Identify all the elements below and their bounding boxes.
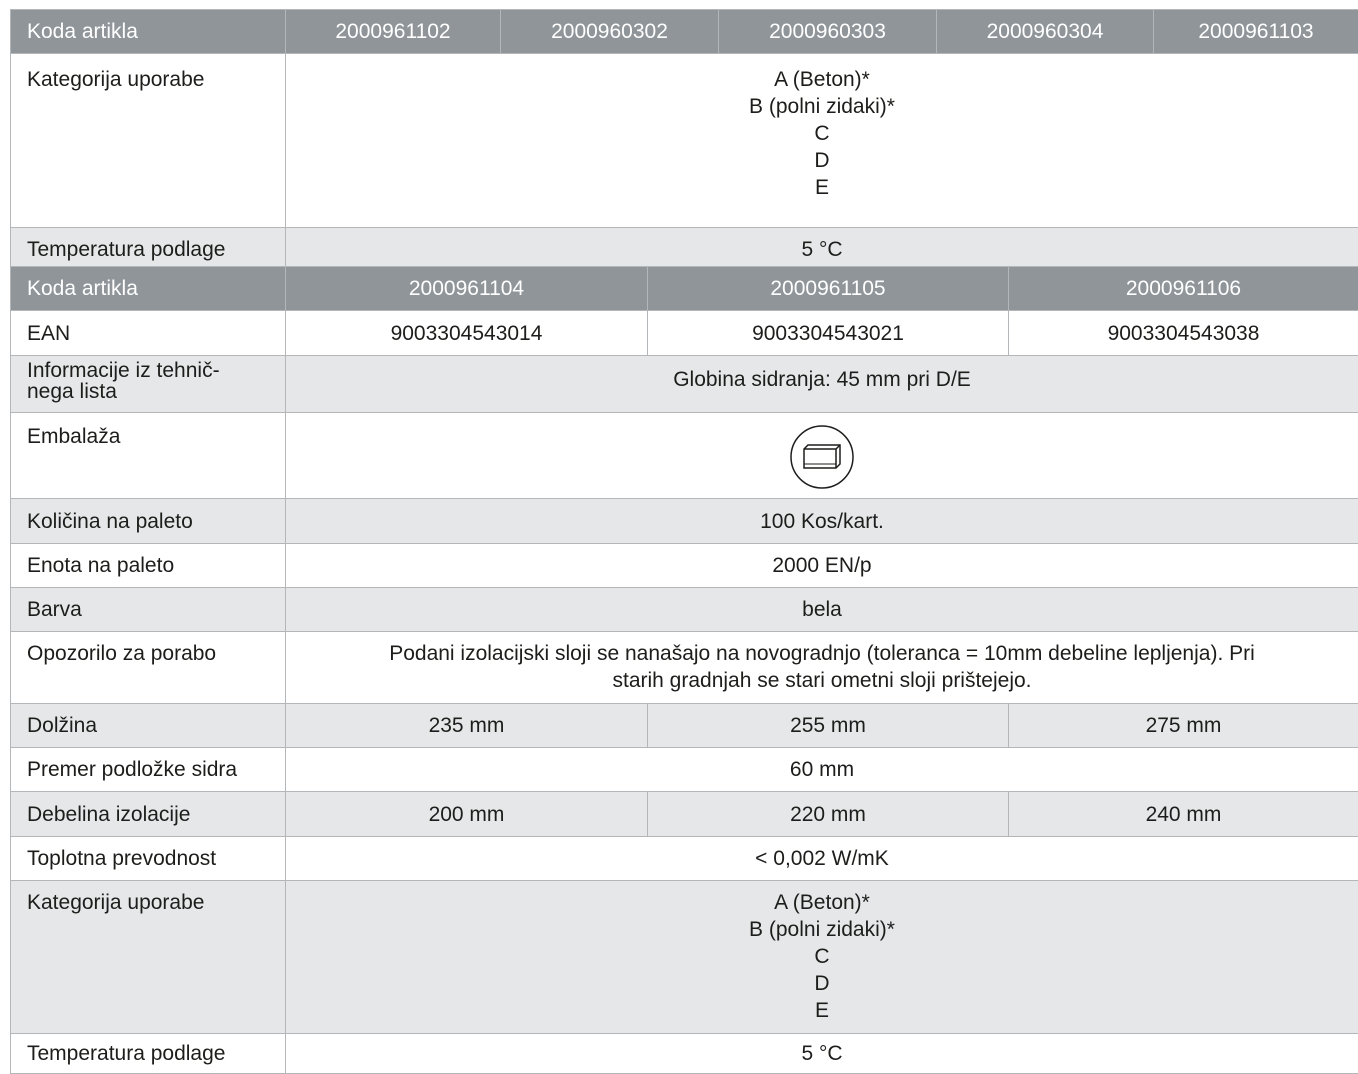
- row-label: Informacije iz tehnič- nega lista: [10, 355, 286, 413]
- usage-category-list: A (Beton)* B (polni zidaki)* C D E: [285, 880, 1358, 1034]
- category-line: C: [814, 945, 830, 968]
- category-line: A (Beton)*: [774, 891, 870, 914]
- table-header-row: Koda artikla 2000961104 2000961105 20009…: [10, 266, 1358, 311]
- article-code: 2000961106: [1008, 266, 1358, 311]
- article-code: 2000960302: [500, 9, 719, 54]
- category-line: C: [814, 122, 830, 145]
- category-line: B (polni zidaki)*: [749, 918, 895, 941]
- row-value: bela: [285, 587, 1358, 632]
- row-label: Debelina izolacije: [10, 791, 286, 837]
- ean-value: 9003304543021: [647, 310, 1009, 356]
- table-row-barva: Barva bela: [10, 587, 1358, 632]
- article-code: 2000960303: [718, 9, 937, 54]
- table-row-info: Informacije iz tehnič- nega lista Globin…: [10, 355, 1358, 413]
- table-row-opozorilo: Opozorilo za porabo Podani izolacijski s…: [10, 631, 1358, 704]
- row-label: EAN: [10, 310, 286, 356]
- length-value: 235 mm: [285, 703, 648, 748]
- table-row-temperatura: Temperatura podlage 5 °C: [10, 227, 1358, 272]
- row-label: Količina na paleto: [10, 498, 286, 544]
- category-line: D: [814, 972, 830, 995]
- usage-note: Podani izolacijski sloji se nanašajo na …: [285, 631, 1358, 704]
- carton-box-icon: [789, 424, 855, 497]
- row-label: Embalaža: [10, 412, 286, 499]
- table-row-temperatura: Temperatura podlage 5 °C: [10, 1033, 1358, 1074]
- row-value: 5 °C: [285, 1033, 1358, 1074]
- table-row-embalaza: Embalaža: [10, 412, 1358, 499]
- table-row-dolzina: Dolžina 235 mm 255 mm 275 mm: [10, 703, 1358, 748]
- table-row-enota: Enota na paleto 2000 EN/p: [10, 543, 1358, 588]
- row-label: Toplotna prevodnost: [10, 836, 286, 881]
- article-code: 2000960304: [936, 9, 1154, 54]
- category-line: E: [814, 999, 829, 1022]
- note-line: starih gradnjah se stari ometni sloji pr…: [612, 669, 1032, 692]
- note-line: Podani izolacijski sloji se nanašajo na …: [389, 642, 1255, 665]
- packaging-cell: [285, 412, 1358, 499]
- header-label: Koda artikla: [10, 9, 286, 54]
- table-row-toplotna: Toplotna prevodnost < 0,002 W/mK: [10, 836, 1358, 881]
- usage-category-list: A (Beton)* B (polni zidaki)* C D E: [285, 53, 1358, 228]
- category-line: D: [814, 149, 830, 172]
- thickness-value: 220 mm: [647, 791, 1009, 837]
- row-value: Globina sidranja: 45 mm pri D/E: [285, 355, 1358, 413]
- article-code: 2000961105: [647, 266, 1009, 311]
- category-line: E: [814, 176, 829, 199]
- row-value: 100 Kos/kart.: [285, 498, 1358, 544]
- thickness-value: 200 mm: [285, 791, 648, 837]
- table-row-debelina: Debelina izolacije 200 mm 220 mm 240 mm: [10, 791, 1358, 837]
- row-label: Premer podložke sidra: [10, 747, 286, 792]
- category-line: A (Beton)*: [774, 68, 870, 91]
- table-row-ean: EAN 9003304543014 9003304543021 90033045…: [10, 310, 1358, 356]
- row-value: 5 °C: [285, 227, 1358, 272]
- table-row-kategorija: Kategorija uporabe A (Beton)* B (polni z…: [10, 880, 1358, 1034]
- length-value: 275 mm: [1008, 703, 1358, 748]
- row-value: < 0,002 W/mK: [285, 836, 1358, 881]
- table-header-row: Koda artikla 2000961102 2000960302 20009…: [10, 9, 1358, 54]
- length-value: 255 mm: [647, 703, 1009, 748]
- ean-value: 9003304543038: [1008, 310, 1358, 356]
- row-label: Temperatura podlage: [10, 1033, 286, 1074]
- article-code: 2000961104: [285, 266, 648, 311]
- row-label: Kategorija uporabe: [10, 53, 286, 228]
- row-value: 2000 EN/p: [285, 543, 1358, 588]
- article-code: 2000961102: [285, 9, 501, 54]
- row-label: Barva: [10, 587, 286, 632]
- table-row-kategorija: Kategorija uporabe A (Beton)* B (polni z…: [10, 53, 1358, 228]
- category-line: B (polni zidaki)*: [749, 95, 895, 118]
- row-label: Enota na paleto: [10, 543, 286, 588]
- product-table-2: Koda artikla 2000961104 2000961105 20009…: [10, 266, 1358, 1074]
- row-label: Temperatura podlage: [10, 227, 286, 272]
- row-label: Kategorija uporabe: [10, 880, 286, 1034]
- product-table-1: Koda artikla 2000961102 2000960302 20009…: [10, 9, 1358, 272]
- label-line: Informacije iz tehnič-: [27, 359, 220, 382]
- row-value: 60 mm: [285, 747, 1358, 792]
- table-row-premer: Premer podložke sidra 60 mm: [10, 747, 1358, 792]
- article-code: 2000961103: [1153, 9, 1358, 54]
- row-label: Opozorilo za porabo: [10, 631, 286, 704]
- header-label: Koda artikla: [10, 266, 286, 311]
- table-row-kolicina: Količina na paleto 100 Kos/kart.: [10, 498, 1358, 544]
- thickness-value: 240 mm: [1008, 791, 1358, 837]
- label-line: nega lista: [27, 380, 117, 403]
- row-label: Dolžina: [10, 703, 286, 748]
- ean-value: 9003304543014: [285, 310, 648, 356]
